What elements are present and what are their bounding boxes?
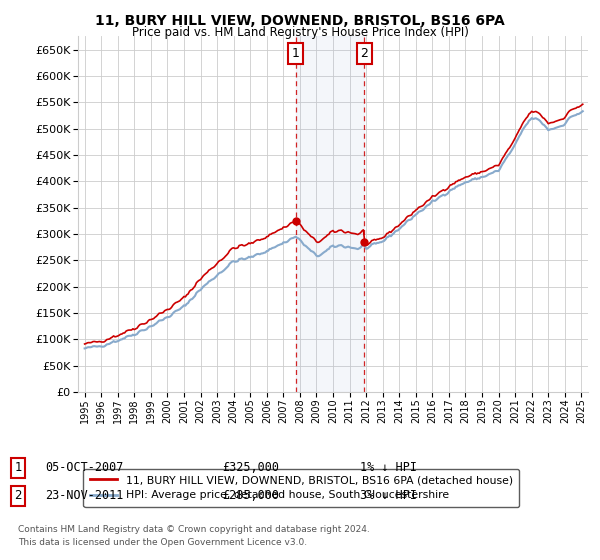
Text: 2: 2 xyxy=(14,489,22,502)
Text: 3% ↓ HPI: 3% ↓ HPI xyxy=(360,489,417,502)
Text: Contains HM Land Registry data © Crown copyright and database right 2024.: Contains HM Land Registry data © Crown c… xyxy=(18,525,370,534)
Bar xyxy=(296,36,364,392)
Text: This data is licensed under the Open Government Licence v3.0.: This data is licensed under the Open Gov… xyxy=(18,538,307,547)
Text: 11, BURY HILL VIEW, DOWNEND, BRISTOL, BS16 6PA: 11, BURY HILL VIEW, DOWNEND, BRISTOL, BS… xyxy=(95,14,505,28)
Text: 2: 2 xyxy=(361,47,368,60)
Text: 05-OCT-2007: 05-OCT-2007 xyxy=(45,461,124,474)
Text: 1% ↓ HPI: 1% ↓ HPI xyxy=(360,461,417,474)
Text: 23-NOV-2011: 23-NOV-2011 xyxy=(45,489,124,502)
Text: £285,000: £285,000 xyxy=(222,489,279,502)
Text: 1: 1 xyxy=(14,461,22,474)
Text: Price paid vs. HM Land Registry's House Price Index (HPI): Price paid vs. HM Land Registry's House … xyxy=(131,26,469,39)
Text: 1: 1 xyxy=(292,47,299,60)
Legend: 11, BURY HILL VIEW, DOWNEND, BRISTOL, BS16 6PA (detached house), HPI: Average pr: 11, BURY HILL VIEW, DOWNEND, BRISTOL, BS… xyxy=(83,469,519,507)
Text: £325,000: £325,000 xyxy=(222,461,279,474)
